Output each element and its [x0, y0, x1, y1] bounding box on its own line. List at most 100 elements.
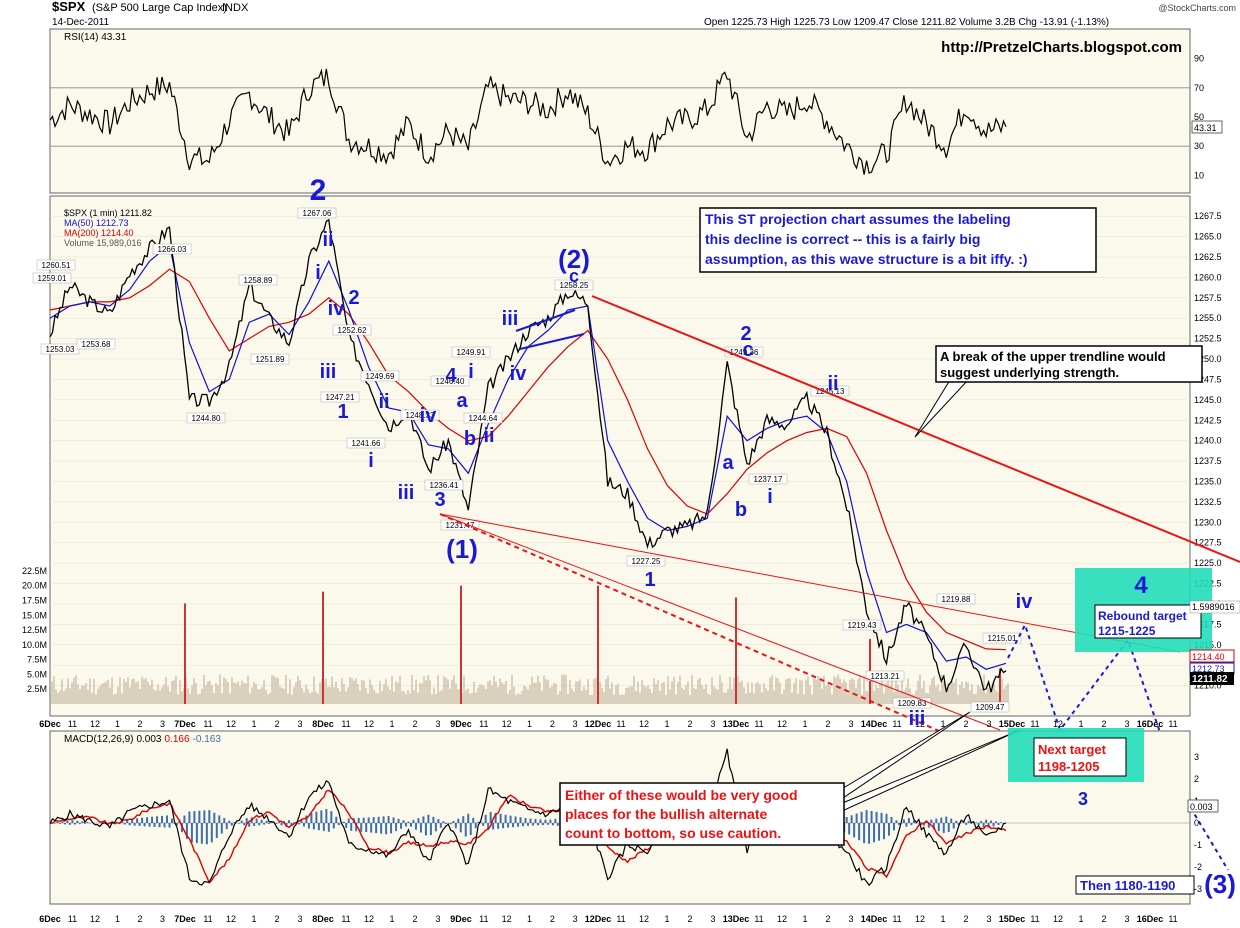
wave-label: ii	[827, 373, 838, 395]
point-label-box	[554, 279, 594, 291]
projection-note-box	[699, 207, 1097, 273]
price-tick-label: 1210.0	[1194, 681, 1222, 691]
time-axis-label: 1	[664, 719, 669, 729]
point-label: 1219.88	[942, 595, 971, 604]
point-label: 1252.62	[338, 326, 367, 335]
time-axis-label: 3	[297, 914, 302, 924]
wave-label: i	[468, 361, 474, 383]
point-label-box	[76, 338, 116, 350]
point-label: 1258.89	[244, 276, 273, 285]
point-label-box	[238, 274, 278, 286]
point-label-box	[440, 519, 480, 531]
wave-label: iv	[328, 298, 346, 320]
wave-label: 2	[348, 287, 359, 309]
wave-label: iv	[1016, 591, 1034, 613]
price-tick-label: 1230.0	[1194, 517, 1222, 527]
time-axis-label: 12	[226, 914, 236, 924]
wave-label: ii	[378, 391, 389, 413]
close-tag	[1190, 672, 1234, 685]
chart-exchange: INDX	[222, 2, 249, 14]
time-axis-label: 12	[364, 719, 374, 729]
time-axis-label: 2	[963, 719, 968, 729]
time-axis-label: 13Dec	[723, 914, 750, 924]
time-axis-label: 1	[664, 914, 669, 924]
price-tick-label: 1225.0	[1194, 558, 1222, 568]
projection-note-line3: assumption, as this wave structure is a …	[705, 251, 1028, 267]
channel-line-lower	[439, 513, 1001, 731]
point-label-box	[424, 479, 464, 491]
point-label: 1215.01	[988, 634, 1017, 643]
time-axis-label: 3	[1124, 914, 1129, 924]
time-axis-label: 11	[754, 914, 763, 924]
point-label: 1231.47	[446, 521, 475, 530]
time-axis-label: 2	[1101, 719, 1106, 729]
point-label: 1237.17	[754, 475, 783, 484]
time-axis-label: 1	[802, 719, 807, 729]
time-axis-label: 9Dec	[450, 914, 472, 924]
time-axis-label: 3	[710, 914, 715, 924]
time-axis-label: 11	[616, 914, 625, 924]
time-axis-label: 12	[639, 719, 649, 729]
time-axis-label: 11	[341, 914, 350, 924]
time-axis-label: 12Dec	[585, 914, 612, 924]
next-target-label-bg	[1033, 737, 1127, 777]
price-tick-label: 1252.5	[1194, 334, 1222, 344]
time-axis-label: 1	[251, 719, 256, 729]
volume-tick-label: 17.5M	[22, 595, 47, 605]
time-axis-label: 12	[915, 914, 925, 924]
time-axis-label: 11	[1030, 914, 1039, 924]
point-label-box	[748, 473, 788, 485]
point-label-box	[32, 272, 72, 284]
time-axis-label: 11	[1030, 719, 1039, 729]
time-axis-label: 2	[274, 914, 279, 924]
time-axis-label: 11	[479, 914, 488, 924]
bullish-note-box	[559, 782, 845, 846]
rsi-tick-label: 70	[1194, 83, 1204, 93]
time-axis-label: 12	[226, 719, 236, 729]
point-label: 1219.43	[848, 621, 877, 630]
site-url: http://PretzelCharts.blogspot.com	[941, 39, 1182, 56]
time-axis-label: 11	[892, 914, 901, 924]
time-axis-label: 3	[160, 719, 165, 729]
point-label: 1247.21	[326, 393, 355, 402]
time-axis-label: 1	[1078, 719, 1083, 729]
rsi-tick-label: 10	[1194, 170, 1204, 180]
wave-2-wedge-upper	[515, 309, 576, 332]
time-axis-label: 12	[502, 719, 512, 729]
macd-label-signal: 0.166	[165, 734, 190, 745]
point-label-box	[297, 207, 337, 219]
time-axis-label: 6Dec	[39, 914, 61, 924]
point-label-box	[320, 391, 360, 403]
wave-label: iii	[502, 308, 519, 330]
wave-label: 4	[445, 365, 457, 387]
time-axis-label: 11	[68, 914, 77, 924]
point-label-box	[250, 353, 290, 365]
upper-trendline	[591, 295, 1240, 563]
time-axis-label: 2	[825, 914, 830, 924]
macd-label-value: 0.003	[136, 734, 161, 745]
point-label-box	[346, 437, 386, 449]
projection-note-line2: this decline is correct -- this is a fai…	[705, 231, 980, 247]
volume-tick-label: 15.0M	[22, 610, 47, 620]
wave-2-wedge-lower	[519, 333, 585, 350]
price-tick-label: 1237.5	[1194, 456, 1222, 466]
final-target-box	[1075, 875, 1195, 895]
time-axis-label: 12	[502, 914, 512, 924]
time-axis-label: 3	[848, 914, 853, 924]
time-axis-label: 14Dec	[861, 914, 888, 924]
trendline-break-box	[935, 345, 1203, 383]
volume-tick-label: 22.5M	[22, 566, 47, 576]
time-axis-label: 2	[963, 914, 968, 924]
next-target-note: Next target 1198-1205	[1008, 728, 1144, 782]
time-axis-label: 3	[435, 719, 440, 729]
point-label-box	[430, 375, 470, 387]
ma200-tag-text: 1214.40	[1192, 652, 1225, 662]
time-axis-label: 15Dec	[999, 914, 1026, 924]
bullish-note-line1: Either of these would be very good	[565, 787, 798, 803]
wave-label: 2	[310, 174, 327, 207]
rebound-target-line2: 1215-1225	[1098, 624, 1156, 638]
volume-tick-label: 12.5M	[22, 625, 47, 635]
price-tick-label: 1235.0	[1194, 476, 1222, 486]
time-axis-label: 1	[802, 914, 807, 924]
